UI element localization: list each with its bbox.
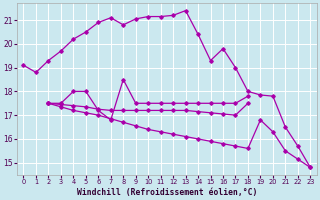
X-axis label: Windchill (Refroidissement éolien,°C): Windchill (Refroidissement éolien,°C) bbox=[77, 188, 257, 197]
